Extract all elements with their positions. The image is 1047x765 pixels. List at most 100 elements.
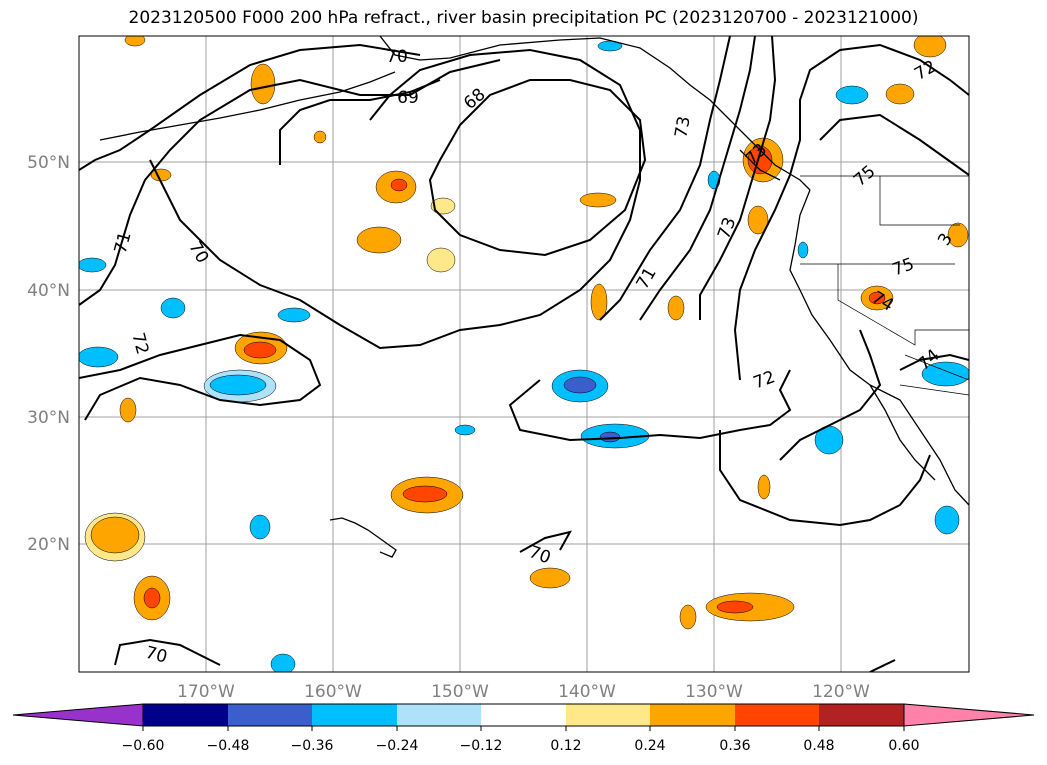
lon-label-170w: 170°W	[177, 682, 235, 702]
colorbar-arrow-right	[903, 703, 1035, 727]
colorbar-bin	[650, 704, 735, 726]
lon-label-120w: 120°W	[812, 682, 870, 702]
border-mexico	[899, 384, 969, 396]
precip-pc-fill	[79, 36, 969, 672]
colorbar-bin	[566, 704, 650, 726]
lon-label-130w: 130°W	[685, 682, 743, 702]
pos-anomaly	[667, 295, 685, 321]
contour-70	[79, 43, 421, 171]
contour-74	[899, 353, 969, 371]
pos-anomaly	[119, 397, 137, 423]
colorbar-arrow-left	[12, 703, 144, 727]
contour-72c	[699, 36, 777, 320]
contour-south-edge	[869, 659, 896, 672]
contour-70c	[519, 530, 572, 553]
colorbar-bin	[735, 704, 819, 726]
pos-anomaly	[90, 516, 140, 554]
colorbar-bin	[481, 704, 566, 726]
neg-anomaly	[79, 346, 119, 368]
pos-anomaly	[747, 205, 769, 235]
neg-anomaly	[249, 514, 271, 540]
contour-southeast-2	[779, 329, 882, 461]
neg-anomaly	[797, 241, 809, 259]
neg-anomaly	[921, 361, 969, 387]
contour-71	[79, 59, 501, 306]
border-state	[879, 176, 960, 226]
coastline-hawaii	[329, 517, 397, 558]
lat-label-40n: 40°N	[27, 281, 70, 301]
pos-anomaly	[913, 36, 947, 58]
pos-anomaly	[947, 222, 969, 248]
contour-68	[428, 79, 647, 257]
pos-anomaly	[426, 247, 456, 273]
pos-anomaly	[390, 178, 408, 192]
colorbar-tick-label: −0.12	[460, 738, 503, 754]
colorbar-tick-label: −0.24	[376, 738, 419, 754]
coastline-baja	[869, 384, 936, 481]
colorbar-tick-label: 0.48	[803, 738, 834, 754]
colorbar-tick-label: −0.60	[122, 738, 165, 754]
coastline-aleutians	[99, 71, 396, 141]
pos-anomaly	[590, 283, 608, 321]
neg-anomaly	[270, 653, 296, 672]
colorbar-tick-label: 0.24	[634, 738, 665, 754]
contour-label: 70	[386, 47, 408, 67]
border-state	[837, 264, 969, 346]
lon-label-150w: 150°W	[431, 682, 489, 702]
contour-75	[819, 113, 969, 176]
contour-southeast	[719, 430, 931, 527]
lat-label-30n: 30°N	[27, 408, 70, 428]
coastlines	[99, 36, 969, 558]
neg-anomaly	[277, 307, 311, 323]
pos-anomaly	[529, 567, 571, 589]
pos-anomaly	[402, 485, 448, 503]
lon-label-160w: 160°W	[304, 682, 362, 702]
pos-anomaly	[124, 36, 146, 47]
contour-72	[79, 333, 322, 421]
colorbar-bin	[228, 704, 312, 726]
neg-anomaly	[934, 505, 960, 535]
pos-anomaly	[885, 83, 915, 105]
colorbar-tick-marks	[142, 726, 905, 731]
colorbar-bin	[143, 704, 228, 726]
colorbar-bin	[397, 704, 481, 726]
contour-label: 73	[671, 115, 694, 140]
coastline-vancouver	[739, 149, 781, 181]
border-state	[904, 354, 969, 381]
pos-anomaly	[716, 600, 754, 614]
longitude-labels: 170°W 160°W 150°W 140°W 130°W 120°W	[177, 682, 870, 702]
map-area	[79, 36, 969, 672]
neg-anomaly	[79, 257, 107, 273]
colorbar-bin	[312, 704, 397, 726]
contour-70b	[149, 48, 641, 350]
pos-anomaly	[747, 145, 773, 175]
pos-anomaly	[313, 130, 327, 144]
colorbar-tick-label: −0.36	[291, 738, 334, 754]
pos-anomaly	[679, 604, 697, 630]
colorbar-tick-label: 0.12	[550, 738, 581, 754]
latitude-labels: 50°N 40°N 30°N 20°N	[27, 153, 70, 555]
pos-anomaly	[430, 197, 456, 215]
pos-anomaly	[356, 226, 402, 254]
pos-anomaly	[579, 192, 617, 208]
borders	[800, 175, 969, 396]
contour-71b	[508, 369, 792, 442]
colorbar-tick-label: −0.48	[207, 738, 250, 754]
neg-anomaly	[835, 85, 869, 105]
colorbar-tick-label: 0.36	[719, 738, 750, 754]
pos-anomaly	[868, 291, 886, 305]
colorbar-tick-label: 0.60	[888, 738, 919, 754]
colorbar-bin	[819, 704, 904, 726]
pos-anomaly	[250, 63, 276, 105]
contour-label: 69	[397, 88, 419, 108]
neg-anomaly	[599, 431, 621, 443]
pos-anomaly	[143, 587, 161, 609]
pos-anomaly	[757, 474, 771, 500]
neg-anomaly	[563, 376, 597, 394]
colorbar-frame	[142, 703, 905, 727]
colorbar: −0.60 −0.48 −0.36 −0.24 −0.12 0.12 0.24 …	[12, 703, 1035, 754]
map-title: 2023120500 F000 200 hPa refract., river …	[128, 8, 919, 28]
neg-anomaly	[160, 297, 186, 319]
contour-69	[279, 79, 441, 165]
